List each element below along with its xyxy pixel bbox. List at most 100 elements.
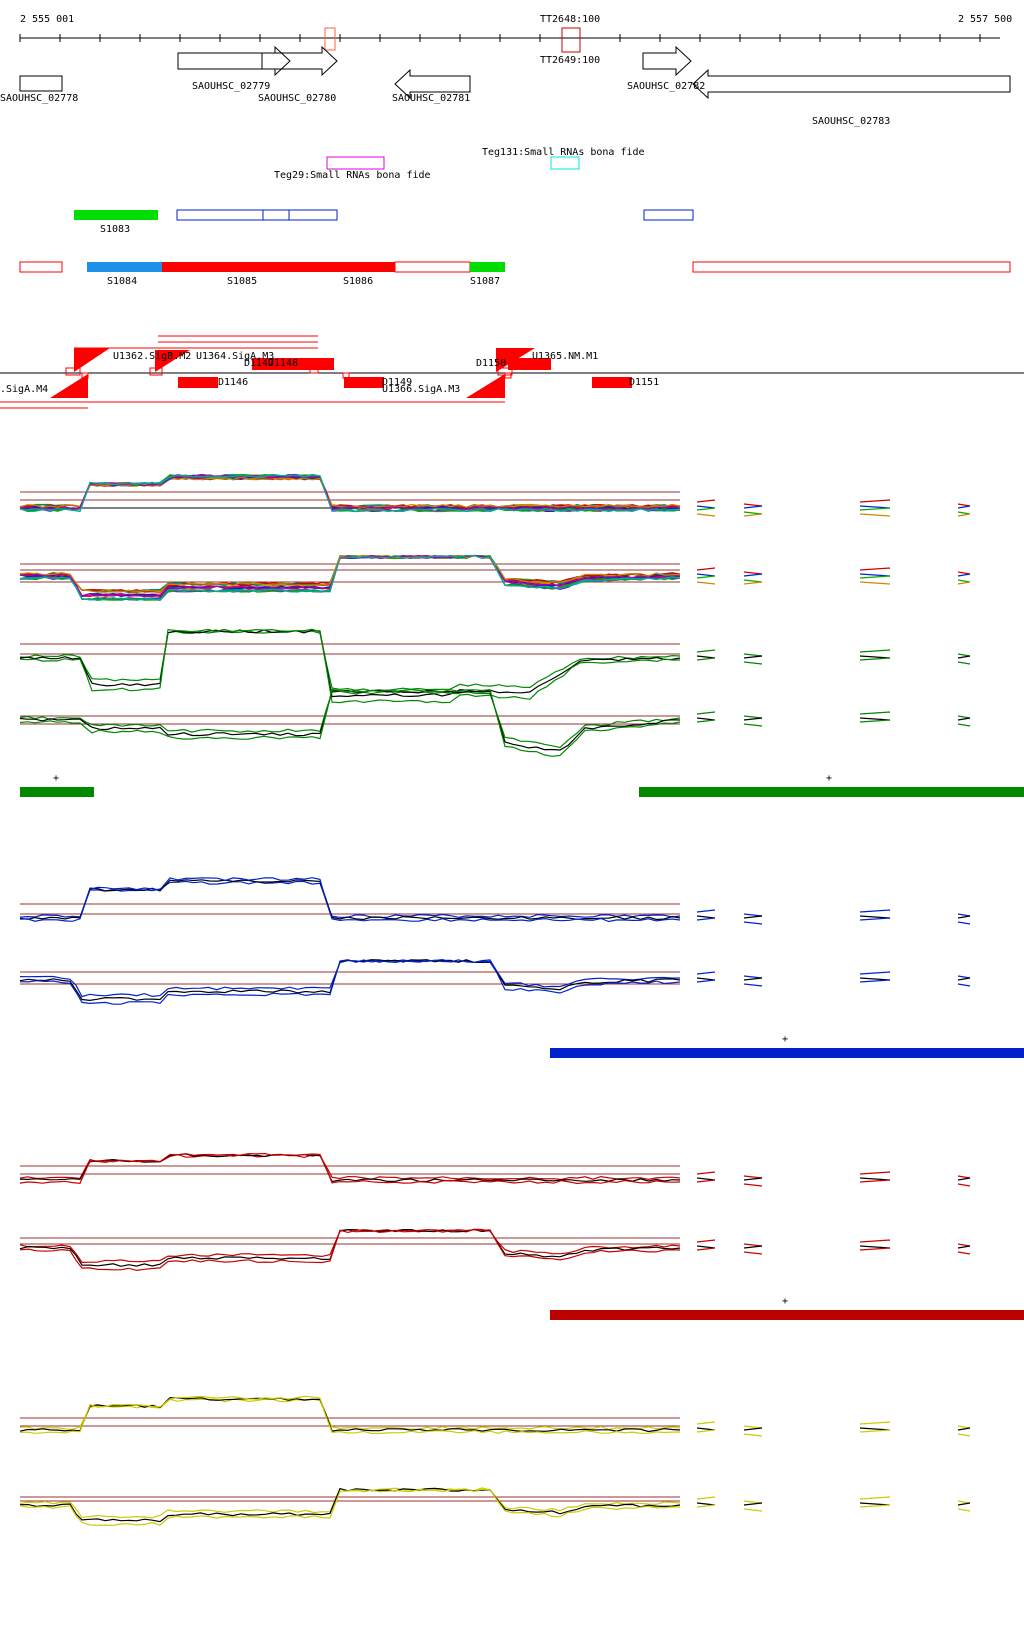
expression-trace bbox=[19, 629, 681, 698]
trace-stub bbox=[696, 513, 716, 517]
promoter-triangle[interactable] bbox=[155, 350, 190, 372]
expression-trace bbox=[19, 475, 681, 511]
expression-trace bbox=[19, 554, 681, 598]
segment-label: S1084 bbox=[107, 276, 137, 287]
trace-stub bbox=[743, 977, 763, 981]
promoter-label: U1366.SigA.M3 bbox=[382, 384, 460, 395]
segment-outline[interactable] bbox=[692, 261, 1011, 273]
trace-stub bbox=[743, 913, 763, 917]
trace-stub bbox=[743, 717, 763, 721]
gene-box[interactable] bbox=[19, 75, 63, 92]
segment-track-lower: S1084 S1085 S1086 S1087 bbox=[19, 261, 1011, 287]
trace-stub bbox=[859, 979, 891, 983]
green-panel-reverse bbox=[19, 688, 971, 757]
expression-trace bbox=[19, 475, 681, 511]
trace-stub bbox=[859, 909, 891, 913]
trace-stub bbox=[957, 1243, 971, 1247]
trace-stub bbox=[743, 579, 763, 583]
yellow-panel-forward bbox=[19, 1395, 971, 1437]
gene-arrow[interactable] bbox=[261, 45, 338, 77]
promoter-triangle[interactable] bbox=[50, 374, 88, 398]
segment-bar[interactable] bbox=[87, 262, 162, 272]
trace-stub bbox=[696, 567, 716, 571]
feature-label: D1148 bbox=[268, 358, 298, 369]
trace-stub bbox=[696, 507, 716, 511]
expression-trace bbox=[19, 554, 681, 594]
trace-stub bbox=[743, 573, 763, 577]
trace-stub bbox=[957, 573, 971, 577]
condition-bar-mark: + bbox=[826, 773, 832, 784]
segment-outline[interactable] bbox=[19, 261, 63, 273]
condition-bar[interactable] bbox=[550, 1310, 1024, 1320]
segment-track-upper: S1083 bbox=[74, 209, 694, 235]
trace-stub bbox=[957, 581, 971, 585]
feature-bar[interactable] bbox=[508, 358, 551, 370]
gene-arrow[interactable] bbox=[642, 45, 692, 77]
trace-stub bbox=[957, 579, 971, 583]
expression-trace bbox=[19, 879, 681, 921]
trace-stub bbox=[957, 661, 971, 665]
blue-panel-reverse bbox=[19, 958, 971, 1005]
expression-trace bbox=[19, 554, 681, 593]
srna-label: Teg131:Small RNAs bona fide bbox=[482, 147, 645, 158]
expression-trace bbox=[19, 554, 681, 593]
segment-bar[interactable] bbox=[74, 210, 158, 220]
segment-outline[interactable] bbox=[643, 209, 694, 221]
segment-outline[interactable] bbox=[176, 209, 338, 221]
condition-bar[interactable] bbox=[639, 787, 1024, 797]
expression-trace bbox=[19, 475, 681, 511]
expression-panels bbox=[19, 473, 971, 1526]
expression-trace bbox=[19, 1488, 681, 1526]
srna-track: Teg131:Small RNAs bona fide Teg29:Small … bbox=[274, 147, 645, 181]
srna-box[interactable] bbox=[326, 156, 385, 170]
expression-trace bbox=[19, 554, 681, 593]
feature-label: D1146 bbox=[218, 377, 248, 388]
trace-stub bbox=[859, 917, 891, 921]
trace-stub bbox=[696, 499, 716, 503]
coord-start-label: 2 555 001 bbox=[20, 14, 74, 25]
srna-box[interactable] bbox=[550, 156, 580, 170]
coordinate-axis: 2 555 001 2 557 500 TT2648:100 TT2649:10… bbox=[19, 14, 1012, 66]
condition-bar-mark: + bbox=[53, 773, 59, 784]
condition-bar-mark: + bbox=[782, 1034, 788, 1045]
gene-label: SAOUHSC_02780 bbox=[258, 93, 336, 104]
trace-stub bbox=[957, 1502, 971, 1506]
trace-stub bbox=[696, 581, 716, 585]
gene-arrow[interactable] bbox=[692, 68, 1011, 100]
trace-stub bbox=[696, 915, 716, 919]
gene-arrow[interactable] bbox=[394, 68, 471, 100]
trace-stub bbox=[743, 975, 763, 979]
expression-trace bbox=[19, 688, 681, 757]
trace-stub bbox=[957, 653, 971, 657]
segment-outline[interactable] bbox=[394, 261, 471, 273]
expression-trace bbox=[19, 474, 681, 511]
trace-stub bbox=[696, 1239, 716, 1243]
condition-bar[interactable] bbox=[20, 787, 94, 797]
multi-condition-panel-reverse bbox=[19, 554, 971, 602]
feature-bar[interactable] bbox=[252, 358, 334, 370]
promoter-triangle[interactable] bbox=[466, 374, 505, 398]
trace-stub bbox=[859, 1239, 891, 1243]
gene-track: SAOUHSC_02778 SAOUHSC_02779 SAOUHSC_0278… bbox=[0, 45, 1011, 127]
condition-bar[interactable] bbox=[550, 1048, 1024, 1058]
trace-stub bbox=[859, 513, 891, 517]
condition-bar-mark: + bbox=[782, 1296, 788, 1307]
segment-bar[interactable] bbox=[470, 262, 505, 272]
trace-stub bbox=[859, 505, 891, 509]
gene-arrow[interactable] bbox=[177, 45, 291, 77]
trace-stub bbox=[859, 507, 891, 511]
feature-bar[interactable] bbox=[344, 377, 384, 388]
trace-stub bbox=[859, 657, 891, 661]
expression-trace bbox=[19, 1487, 681, 1519]
trace-stub bbox=[859, 1504, 891, 1508]
segment-bar[interactable] bbox=[162, 262, 395, 272]
expression-trace bbox=[19, 959, 681, 998]
gene-label: SAOUHSC_02781 bbox=[392, 93, 470, 104]
red-panel-forward bbox=[19, 1152, 971, 1187]
trace-stub bbox=[859, 567, 891, 571]
feature-bar[interactable] bbox=[178, 377, 218, 388]
feature-bar[interactable] bbox=[592, 377, 632, 388]
yellow-panel-reverse bbox=[19, 1487, 971, 1526]
promoter-triangle[interactable] bbox=[74, 348, 110, 372]
coord-end-label: 2 557 500 bbox=[958, 14, 1012, 25]
